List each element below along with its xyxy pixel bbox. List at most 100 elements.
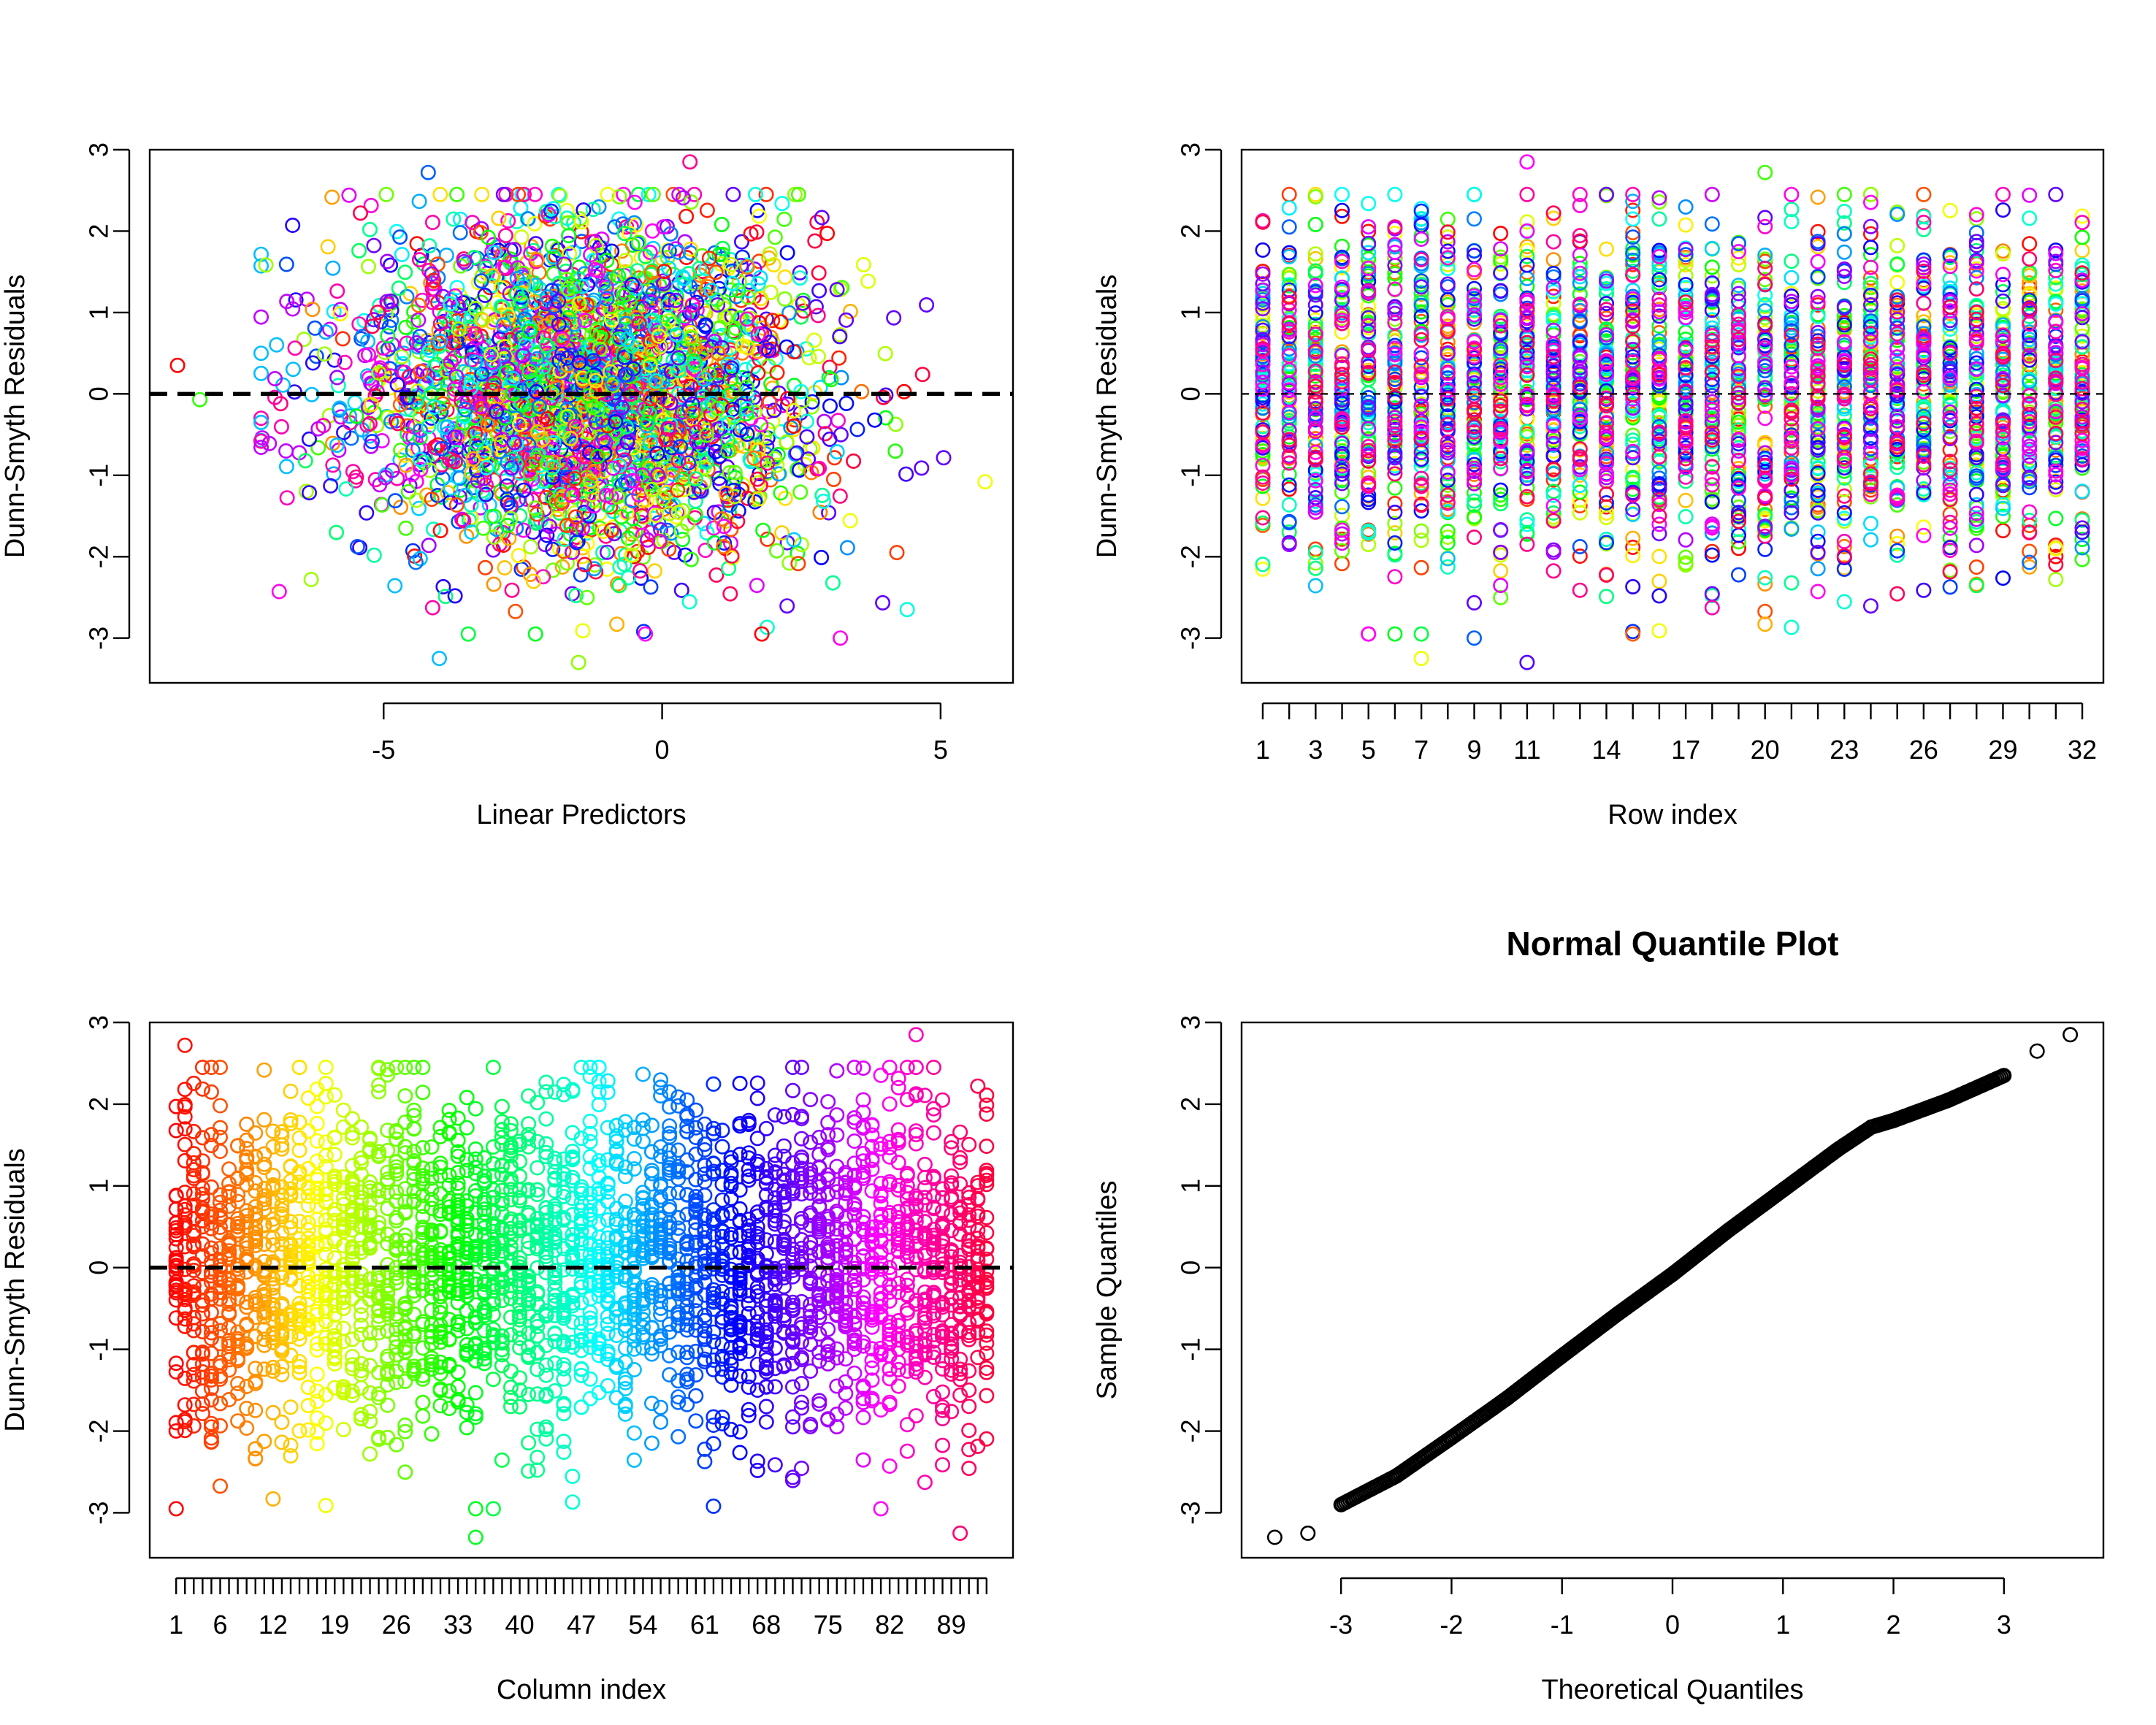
data-point xyxy=(617,253,633,269)
data-point xyxy=(556,543,572,559)
data-point xyxy=(2048,548,2064,565)
data-point xyxy=(550,293,566,309)
data-point xyxy=(703,283,719,299)
data-point xyxy=(383,293,399,309)
data-point xyxy=(522,324,538,340)
data-point xyxy=(486,375,502,391)
data-point xyxy=(484,354,500,370)
y-tick-label: -2 xyxy=(84,545,114,568)
data-point xyxy=(330,378,346,394)
data-point xyxy=(832,488,848,504)
data-point xyxy=(1545,210,1561,226)
data-point xyxy=(628,280,644,297)
data-point xyxy=(1704,354,1720,370)
data-point xyxy=(430,437,446,453)
data-point xyxy=(678,208,695,224)
data-point xyxy=(1572,418,1588,435)
data-point xyxy=(753,417,769,433)
data-point xyxy=(651,515,667,531)
data-point xyxy=(723,256,739,272)
data-point xyxy=(486,576,502,592)
data-point xyxy=(296,332,312,348)
data-point xyxy=(725,186,741,202)
data-point xyxy=(1889,480,1905,496)
data-point xyxy=(599,544,615,560)
data-point xyxy=(599,253,615,269)
data-point xyxy=(522,319,538,335)
data-point xyxy=(681,594,697,610)
data-point xyxy=(1784,337,1800,353)
data-point xyxy=(540,410,556,427)
data-point xyxy=(545,201,561,217)
data-point xyxy=(889,545,905,561)
data-point xyxy=(643,579,659,595)
data-point xyxy=(675,190,691,206)
data-point xyxy=(644,223,660,239)
data-point xyxy=(761,343,777,359)
data-point xyxy=(1942,321,1958,337)
data-point xyxy=(1968,559,1984,575)
data-point xyxy=(1651,390,1667,406)
data-point xyxy=(1545,443,1561,459)
data-point xyxy=(502,510,519,527)
data-point xyxy=(1863,270,1879,286)
data-point xyxy=(642,357,658,373)
data-point xyxy=(1625,245,1641,261)
data-point xyxy=(1942,530,1958,546)
y-axis-label: Dunn-Smyth Residuals xyxy=(0,275,31,559)
data-point xyxy=(1572,548,1588,564)
data-point xyxy=(661,337,677,353)
data-point xyxy=(278,459,294,475)
data-point xyxy=(1836,244,1852,260)
data-point xyxy=(544,490,560,506)
data-point xyxy=(538,203,554,219)
data-point xyxy=(708,443,724,459)
data-point xyxy=(1307,246,1323,262)
data-point xyxy=(521,402,538,418)
data-point xyxy=(1836,203,1852,219)
data-point xyxy=(585,202,601,218)
data-point xyxy=(1678,508,1694,524)
data-point xyxy=(1281,413,1297,429)
data-point xyxy=(374,497,390,513)
data-point xyxy=(500,494,516,510)
data-point xyxy=(565,544,581,560)
data-point xyxy=(516,482,532,498)
data-point xyxy=(516,186,532,202)
data-point xyxy=(577,313,593,329)
data-point xyxy=(779,598,795,614)
data-point xyxy=(2048,302,2064,318)
data-point xyxy=(613,509,630,525)
data-point xyxy=(1889,535,1905,551)
data-point xyxy=(1625,194,1641,210)
data-point xyxy=(516,416,532,432)
data-point xyxy=(535,330,551,346)
data-point xyxy=(253,365,269,381)
data-point xyxy=(1361,266,1377,282)
data-point xyxy=(457,487,473,503)
data-point xyxy=(779,339,795,355)
data-point xyxy=(389,470,405,486)
data-point xyxy=(551,316,567,332)
data-point xyxy=(1440,529,1456,545)
data-point xyxy=(614,243,630,259)
data-point xyxy=(544,238,560,254)
data-point xyxy=(898,466,914,482)
data-point xyxy=(622,294,638,310)
data-point xyxy=(693,449,709,465)
data-point xyxy=(724,548,740,564)
data-point xyxy=(786,418,802,434)
data-point xyxy=(2074,532,2090,548)
data-point xyxy=(829,282,845,298)
data-point xyxy=(568,587,584,603)
data-point xyxy=(680,455,696,471)
data-point xyxy=(1704,371,1720,387)
data-point xyxy=(896,383,912,399)
y-tick-label: 2 xyxy=(84,223,114,238)
data-point xyxy=(829,444,845,460)
data-point xyxy=(395,356,411,372)
data-point xyxy=(424,410,440,426)
data-point xyxy=(451,321,467,337)
data-point xyxy=(660,393,676,409)
data-point xyxy=(1784,500,1800,516)
